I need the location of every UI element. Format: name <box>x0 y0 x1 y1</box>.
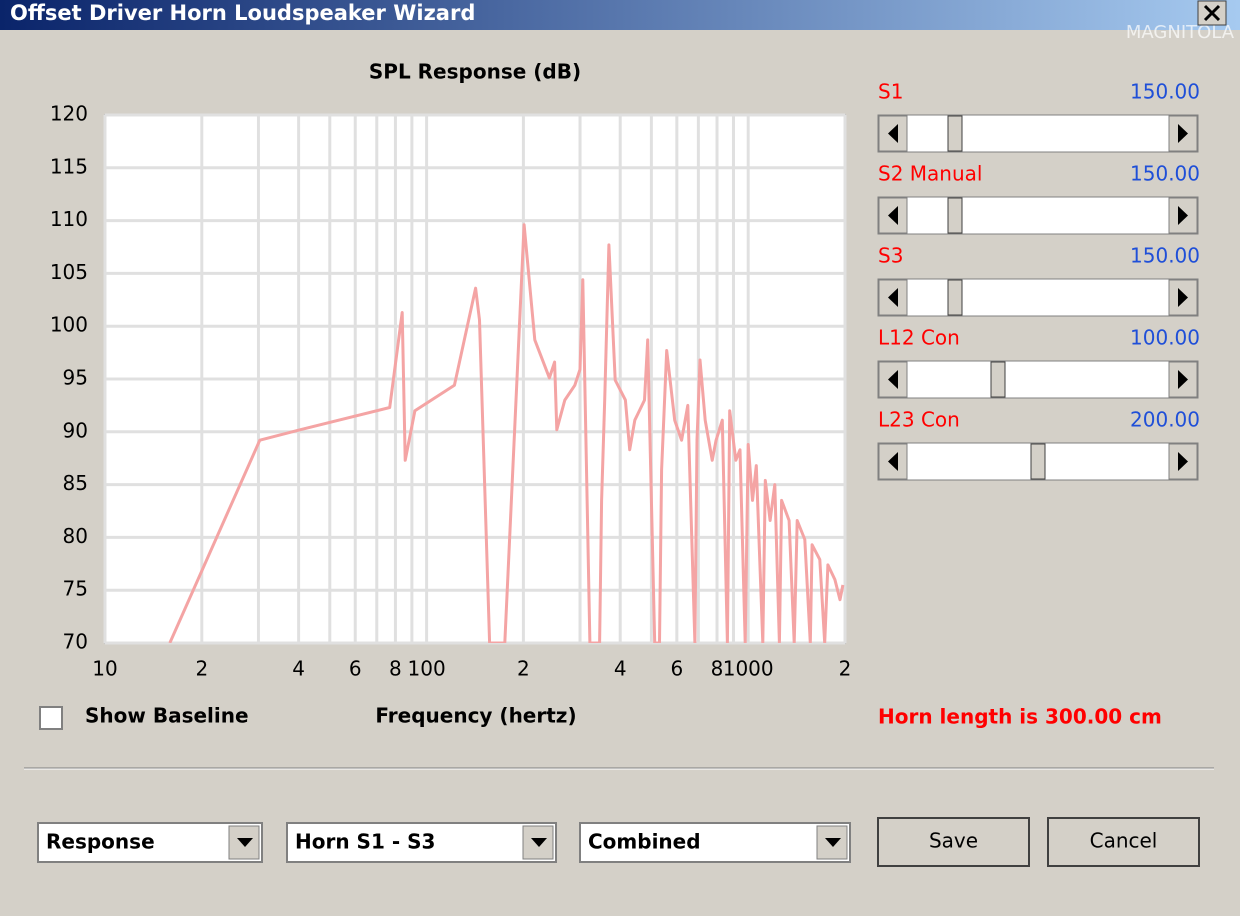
slider-thumb[interactable] <box>947 115 963 152</box>
slider-label: L12 Con <box>878 326 960 350</box>
slider[interactable] <box>877 278 1199 317</box>
slider-thumb[interactable] <box>990 361 1006 398</box>
slider-value: 200.00 <box>1130 408 1200 432</box>
arrow-icon <box>1178 370 1188 389</box>
y-tick-label: 100 <box>50 313 88 337</box>
slider-value: 100.00 <box>1130 326 1200 350</box>
y-tick-label: 70 <box>63 630 88 654</box>
slider[interactable] <box>877 442 1199 481</box>
button-label[interactable]: Cancel <box>1090 829 1158 853</box>
slider-value: 150.00 <box>1130 244 1200 268</box>
arrow-icon <box>531 838 547 847</box>
slider-thumb[interactable] <box>1030 443 1046 480</box>
x-tick-label: 2 <box>195 657 208 681</box>
slider-thumb[interactable] <box>947 197 963 234</box>
slider-label: L23 Con <box>878 408 960 432</box>
y-tick-label: 110 <box>50 207 88 231</box>
button[interactable]: Cancel <box>1047 817 1200 867</box>
slider-track <box>877 196 1199 235</box>
slider-track <box>877 360 1199 399</box>
dropdown-box <box>37 822 263 863</box>
window-title: Offset Driver Horn Loudspeaker Wizard <box>10 1 475 25</box>
title-bar <box>0 0 1240 30</box>
y-tick-label: 120 <box>50 102 88 126</box>
arrow-icon <box>825 838 841 847</box>
arrow-icon <box>1178 288 1188 307</box>
y-tick-label: 75 <box>63 577 88 601</box>
y-tick-label: 85 <box>63 471 88 495</box>
x-tick-label: 10 <box>92 657 117 681</box>
arrow-icon <box>888 124 898 143</box>
slider-label: S1 <box>878 80 903 104</box>
y-tick-label: 115 <box>50 154 88 178</box>
close-button[interactable] <box>1197 0 1227 26</box>
slider-track <box>877 278 1199 317</box>
x-tick-label: 2 <box>839 657 852 681</box>
x-tick-label: 1000 <box>723 657 774 681</box>
y-tick-label: 90 <box>63 418 88 442</box>
arrow-icon <box>1178 124 1188 143</box>
checkbox-label[interactable]: Show Baseline <box>85 704 249 728</box>
dropdown-value: Response <box>46 830 155 854</box>
watermark: MAGNITOLA <box>1126 22 1235 43</box>
y-tick-label: 80 <box>63 524 88 548</box>
x-tick-label: 4 <box>292 657 305 681</box>
dropdown[interactable]: Horn S1 - S3 <box>286 822 557 863</box>
y-tick-label: 105 <box>50 260 88 284</box>
dropdown-box <box>286 822 557 863</box>
button[interactable]: Save <box>877 817 1030 867</box>
x-tick-label: 4 <box>614 657 627 681</box>
chart-title: SPL Response (dB) <box>369 60 581 84</box>
slider-track <box>877 114 1199 153</box>
slider-label: S3 <box>878 244 903 268</box>
dropdown-box <box>579 822 851 863</box>
arrow-icon <box>237 838 253 847</box>
checkbox[interactable] <box>39 706 63 730</box>
slider-value: 150.00 <box>1130 162 1200 186</box>
x-tick-label: 100 <box>408 657 446 681</box>
button-face <box>1047 817 1200 867</box>
slider-arrow-left[interactable] <box>878 197 908 234</box>
x-tick-label: 8 <box>711 657 724 681</box>
dropdown-value: Combined <box>588 830 701 854</box>
arrow-icon <box>888 288 898 307</box>
dropdown-value: Horn S1 - S3 <box>295 830 435 854</box>
slider[interactable] <box>877 360 1199 399</box>
x-tick-label: 6 <box>670 657 683 681</box>
dropdown[interactable]: Combined <box>579 822 851 863</box>
y-tick-label: 95 <box>63 366 88 390</box>
slider-label: S2 Manual <box>878 162 982 186</box>
horn-length: Horn length is 300.00 cm <box>878 705 1162 729</box>
x-tick-label: 8 <box>389 657 402 681</box>
response-line <box>168 223 845 643</box>
slider-value: 150.00 <box>1130 80 1200 104</box>
arrow-icon <box>1178 206 1188 225</box>
button-face <box>877 817 1030 867</box>
x-axis-label: Frequency (hertz) <box>375 704 576 728</box>
dropdown[interactable]: Response <box>37 822 263 863</box>
slider-thumb[interactable] <box>947 279 963 316</box>
button-label[interactable]: Save <box>929 829 978 853</box>
arrow-icon <box>888 370 898 389</box>
x-tick-label: 2 <box>517 657 530 681</box>
slider[interactable] <box>877 114 1199 153</box>
slider[interactable] <box>877 196 1199 235</box>
x-tick-label: 6 <box>349 657 362 681</box>
arrow-icon <box>1178 452 1188 471</box>
arrow-icon <box>888 452 898 471</box>
arrow-icon <box>888 206 898 225</box>
